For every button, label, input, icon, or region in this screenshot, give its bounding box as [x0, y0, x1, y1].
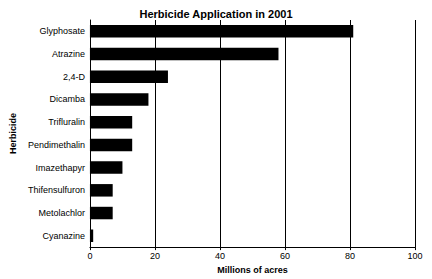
svg-text:Millions of acres: Millions of acres — [217, 265, 288, 275]
svg-text:60: 60 — [280, 251, 290, 261]
svg-text:Cyanazine: Cyanazine — [42, 231, 85, 241]
svg-text:Herbicide Application in 2001: Herbicide Application in 2001 — [139, 8, 292, 20]
svg-text:Thifensulfuron: Thifensulfuron — [28, 185, 85, 195]
svg-text:Atrazine: Atrazine — [52, 49, 85, 59]
svg-text:40: 40 — [215, 251, 225, 261]
svg-text:Imazethapyr: Imazethapyr — [35, 163, 85, 173]
svg-text:Herbicide: Herbicide — [8, 113, 18, 154]
svg-text:Metolachlor: Metolachlor — [38, 208, 85, 218]
svg-text:2,4-D: 2,4-D — [63, 72, 86, 82]
svg-text:100: 100 — [407, 251, 422, 261]
svg-text:Glyphosate: Glyphosate — [39, 26, 85, 36]
svg-text:0: 0 — [87, 251, 92, 261]
svg-text:20: 20 — [150, 251, 160, 261]
svg-text:Dicamba: Dicamba — [49, 94, 85, 104]
svg-text:80: 80 — [345, 251, 355, 261]
svg-text:Trifluralin: Trifluralin — [48, 117, 85, 127]
svg-text:Pendimethalin: Pendimethalin — [28, 140, 85, 150]
